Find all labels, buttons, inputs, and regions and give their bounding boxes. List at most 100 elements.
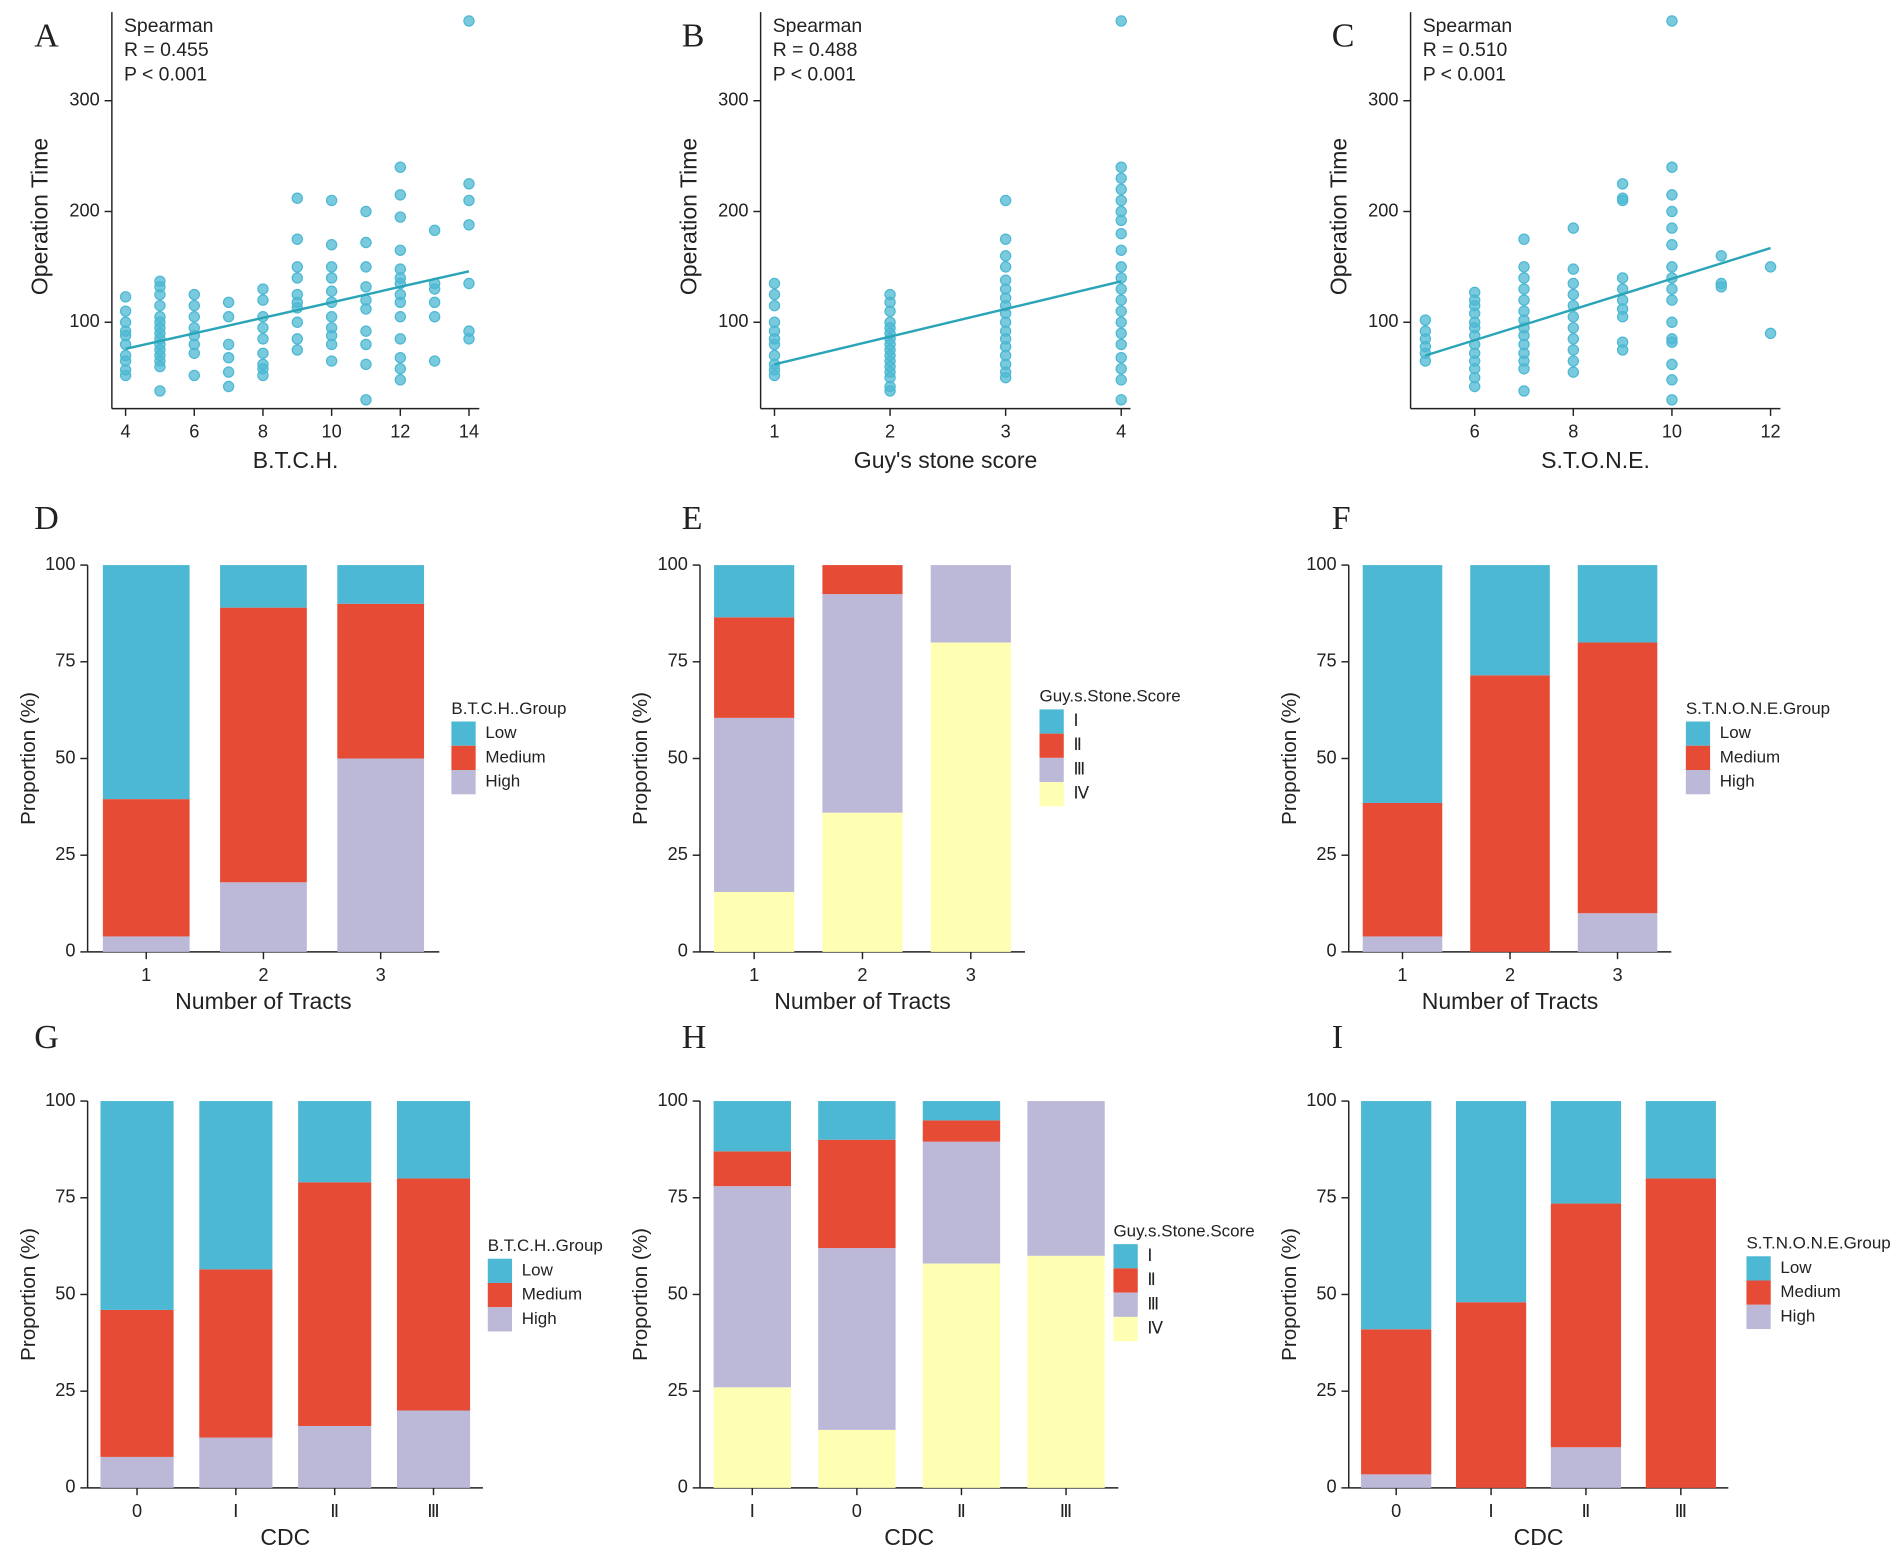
x-tick-label: Ⅱ <box>957 1501 966 1521</box>
y-tick-label: 50 <box>668 747 688 767</box>
bar-segment <box>1645 1178 1716 1488</box>
y-tick-label: 0 <box>678 941 688 961</box>
panel-letter: I <box>1332 1019 1343 1056</box>
y-tick-label: 100 <box>1306 1090 1336 1110</box>
bar-segment <box>220 882 307 952</box>
x-tick-label: 0 <box>852 1501 862 1521</box>
point <box>291 192 303 204</box>
y-tick-label: 75 <box>668 651 688 671</box>
y-tick-label: 100 <box>658 554 688 574</box>
x-tick-label: Ⅱ <box>330 1501 339 1521</box>
point <box>1666 358 1678 371</box>
point <box>291 316 303 328</box>
point <box>119 316 132 328</box>
bar-segment <box>1470 565 1550 676</box>
bar-segment <box>1361 1329 1432 1475</box>
bar-segment <box>100 1456 174 1488</box>
point <box>1115 194 1127 207</box>
bar-segment <box>1362 565 1443 803</box>
point <box>1419 325 1432 337</box>
legend-swatch <box>1113 1316 1138 1342</box>
x-tick-label: 3 <box>1001 422 1011 442</box>
panel-letter: B <box>682 18 705 55</box>
bar-segment <box>818 1101 896 1140</box>
y-tick-label: 25 <box>668 1380 688 1400</box>
point <box>119 291 132 303</box>
point <box>428 224 441 237</box>
point <box>1115 15 1127 27</box>
bar-segment <box>922 1120 1001 1142</box>
point <box>1764 327 1777 340</box>
legend-swatch <box>1113 1244 1138 1269</box>
point <box>768 349 781 362</box>
point <box>394 244 407 256</box>
point <box>1115 374 1127 386</box>
x-tick-label: Ⅲ <box>427 1501 440 1521</box>
bar-segment <box>220 565 307 608</box>
point <box>1764 261 1777 273</box>
y-tick-label: 25 <box>55 1380 75 1400</box>
bar-segment <box>1550 1203 1622 1448</box>
x-tick-label: 12 <box>390 422 410 442</box>
y-axis-label: Proportion (%) <box>1278 692 1301 825</box>
point <box>325 194 338 207</box>
point <box>360 261 372 273</box>
point <box>1115 161 1127 173</box>
point <box>1567 311 1580 323</box>
x-tick-label: 1 <box>1397 965 1407 985</box>
y-axis-label: Proportion (%) <box>1278 1228 1301 1361</box>
x-tick-label: 0 <box>1391 1501 1401 1521</box>
bar-segment <box>922 1263 1001 1488</box>
y-tick-label: 0 <box>1327 941 1337 961</box>
x-tick-label: 2 <box>857 965 867 985</box>
point <box>884 288 896 301</box>
panel-letter: F <box>1332 500 1351 537</box>
x-axis-label: B.T.C.H. <box>253 447 339 473</box>
point <box>1115 183 1127 196</box>
point <box>119 349 132 362</box>
y-axis-label: Operation Time <box>675 138 701 295</box>
x-tick-label: 6 <box>189 422 199 442</box>
legend-label: Low <box>1720 723 1752 742</box>
point <box>463 194 475 207</box>
point <box>291 288 303 301</box>
bar-segment <box>100 1101 174 1310</box>
point <box>188 311 200 323</box>
point <box>463 277 475 290</box>
point <box>154 299 166 312</box>
x-axis-label: CDC <box>260 1524 310 1550</box>
point <box>1115 205 1127 218</box>
panel-letter: C <box>1332 18 1355 55</box>
legend-label: Medium <box>522 1285 582 1304</box>
bar-segment <box>337 758 425 952</box>
point <box>257 347 269 359</box>
y-tick-label: 100 <box>658 1090 688 1110</box>
annotation: R = 0.455 <box>124 39 209 61</box>
point <box>394 263 407 275</box>
legend-swatch <box>1039 782 1064 807</box>
legend-swatch <box>1685 721 1711 746</box>
bar-segment <box>102 799 190 937</box>
y-tick-label: 200 <box>718 200 748 220</box>
point <box>257 333 269 345</box>
x-axis-label: Guy's stone score <box>854 447 1038 473</box>
point <box>1616 272 1629 284</box>
point <box>154 275 166 287</box>
bar-segment <box>1577 642 1658 914</box>
point <box>291 261 303 273</box>
bar-segment <box>930 565 1011 643</box>
y-tick-label: 100 <box>1306 554 1336 574</box>
legend-label: Ⅱ <box>1073 735 1081 754</box>
bar-segment <box>818 1429 896 1488</box>
point <box>222 338 235 351</box>
y-axis-label: Proportion (%) <box>17 1228 40 1361</box>
bar-segment <box>298 1182 372 1426</box>
point <box>1666 294 1678 306</box>
point <box>463 178 475 190</box>
bar-segment <box>199 1101 273 1270</box>
bar-segment <box>1550 1447 1622 1488</box>
legend-swatch <box>487 1307 513 1332</box>
y-tick-label: 50 <box>55 1283 75 1303</box>
point <box>999 274 1012 286</box>
y-tick-label: 100 <box>45 1090 75 1110</box>
